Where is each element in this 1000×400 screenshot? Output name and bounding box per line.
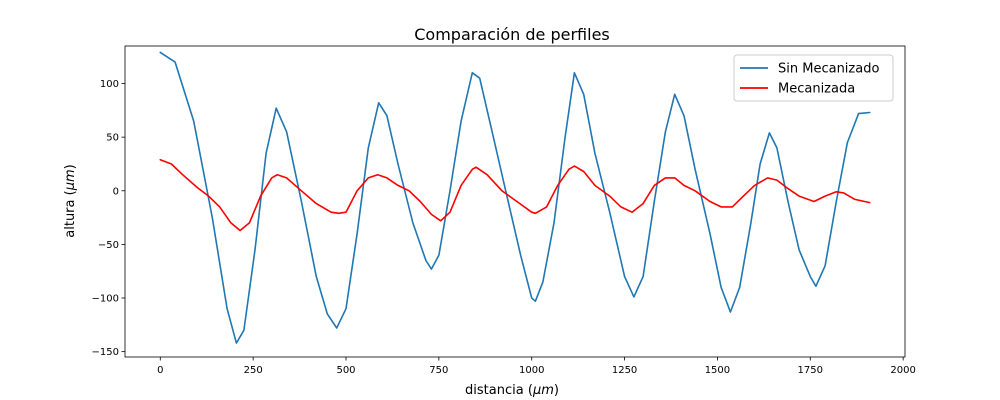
legend-box xyxy=(733,54,894,102)
axes-layer: 0 250 500 750 1000 1250 1500 1750 2000−150−100−5… xyxy=(92,45,916,376)
x-tick-label: 1750 xyxy=(798,365,823,376)
y-tick-label: 100 xyxy=(100,79,119,90)
chart-title: Comparación de perfiles xyxy=(414,25,610,44)
y-axis-label: altura (μm) xyxy=(63,164,78,237)
y-axis-unit: μm xyxy=(63,169,78,191)
series-layer xyxy=(159,51,871,344)
x-tick-label: 2000 xyxy=(890,365,915,376)
plot-frame xyxy=(124,45,906,358)
series-line-sin-mecanizado xyxy=(159,51,871,344)
legend-entry-label: Sin Mecanizado xyxy=(778,62,879,77)
x-axis-label: distancia (μm) xyxy=(465,383,559,398)
x-tick-label: 250 xyxy=(244,365,263,376)
x-tick-label: 1500 xyxy=(705,365,730,376)
x-tick-label: 0 xyxy=(157,365,163,376)
x-tick-label: 1000 xyxy=(519,365,544,376)
legend-entry-label: Mecanizada xyxy=(778,82,855,97)
x-tick-label: 1250 xyxy=(612,365,637,376)
x-axis-unit: μm xyxy=(532,383,554,398)
y-tick-label: −50 xyxy=(98,240,119,251)
y-tick-label: 50 xyxy=(106,133,119,144)
y-tick-label: −100 xyxy=(92,294,119,305)
x-tick-label: 500 xyxy=(336,365,355,376)
y-tick-label: 0 xyxy=(113,186,119,197)
x-axis-unit-close: ) xyxy=(554,383,559,398)
x-tick-label: 750 xyxy=(429,365,448,376)
y-tick-label: −150 xyxy=(92,347,119,358)
legend: Sin Mecanizado Mecanizada xyxy=(733,54,894,102)
x-axis-label-text: distancia xyxy=(465,383,524,398)
series-line-mecanizada xyxy=(159,158,871,232)
y-axis-label-text: altura xyxy=(63,200,78,238)
y-axis-unit-open: ( xyxy=(63,190,78,195)
x-axis-unit-open: ( xyxy=(528,383,533,398)
y-axis-unit-close: ) xyxy=(63,164,78,169)
